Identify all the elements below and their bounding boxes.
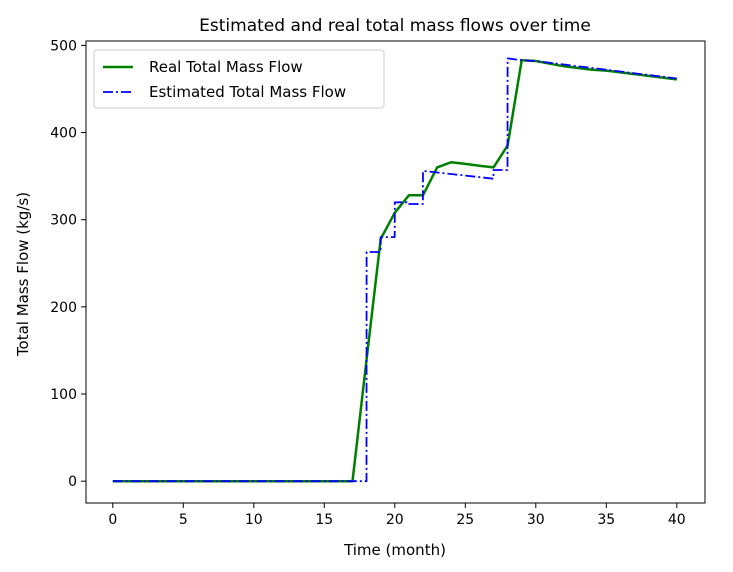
- y-tick-label: 100: [50, 387, 77, 403]
- series-line-estimated: [112, 57, 677, 483]
- y-axis-ticks: 0 100 200 300 400 500: [50, 38, 86, 490]
- y-tick-label: 300: [50, 213, 77, 229]
- x-tick-label: 0: [108, 512, 117, 528]
- y-axis-label: Total Mass Flow (kg/s): [14, 192, 32, 357]
- plot-frame: [85, 40, 706, 504]
- x-tick-label: 35: [597, 512, 615, 528]
- legend-box: [93, 49, 385, 109]
- x-tick-label: 5: [179, 512, 188, 528]
- x-tick-label: 20: [386, 512, 404, 528]
- y-tick-label: 400: [50, 126, 77, 142]
- y-tick-label: 0: [68, 474, 77, 490]
- x-axis-ticks: 0 5 10 15 20 25 30 35 40: [108, 503, 686, 528]
- x-tick-label: 15: [315, 512, 333, 528]
- legend: Real Total Mass Flow Estimated Total Mass…: [93, 49, 385, 109]
- x-tick-label: 25: [456, 512, 474, 528]
- y-tick-label: 200: [50, 300, 77, 316]
- y-tick-label: 500: [50, 38, 77, 54]
- x-tick-label: 40: [668, 512, 686, 528]
- plot-area: [112, 57, 677, 483]
- x-tick-label: 30: [527, 512, 545, 528]
- legend-label: Real Total Mass Flow: [149, 58, 303, 76]
- series-line-real: [112, 58, 677, 483]
- x-axis-label: Time (month): [343, 541, 446, 559]
- legend-label: Estimated Total Mass Flow: [149, 83, 346, 101]
- chart-title: Estimated and real total mass flows over…: [199, 16, 591, 36]
- x-tick-label: 10: [245, 512, 263, 528]
